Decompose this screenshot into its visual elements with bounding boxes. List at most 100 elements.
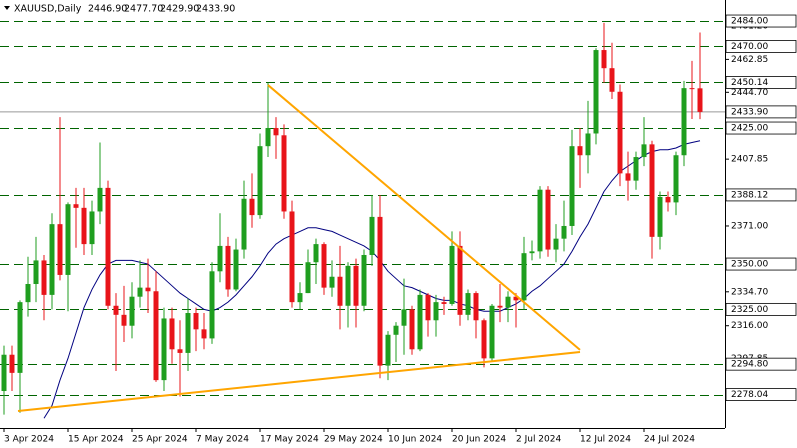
x-tick-label: 10 Jun 2024 <box>388 435 442 445</box>
candle-body <box>641 144 647 158</box>
candle-body <box>577 146 583 156</box>
level-label-box <box>725 121 797 135</box>
candle-body <box>505 296 511 308</box>
candle-body <box>121 314 127 326</box>
candle-body <box>321 244 327 288</box>
level-label: 2350.00 <box>731 260 768 270</box>
candle-body <box>113 305 119 315</box>
candle-body <box>569 146 575 226</box>
candle-body <box>49 224 55 295</box>
candle-body <box>185 313 191 353</box>
candle-body <box>305 262 311 294</box>
x-tick-label: 12 Jul 2024 <box>580 435 631 445</box>
candle-body <box>81 207 87 245</box>
candle-body <box>161 318 167 381</box>
candle-body <box>257 146 263 216</box>
candle-body <box>481 320 487 359</box>
candle-body <box>393 325 399 335</box>
candle-body <box>169 318 175 350</box>
candle-body <box>217 245 223 272</box>
x-tick-label: 24 Jul 2024 <box>644 435 695 445</box>
candle-body <box>497 305 503 308</box>
candle-body <box>289 211 295 303</box>
candle-body <box>265 128 271 147</box>
candle-body <box>601 50 607 69</box>
x-tick-label: 25 Apr 2024 <box>132 435 188 445</box>
candle-body <box>33 260 39 285</box>
level-label: 2484.00 <box>731 17 768 27</box>
level-label-box <box>725 388 797 401</box>
level-label-box <box>725 302 797 316</box>
candle-body <box>665 196 671 203</box>
candle-body <box>609 68 615 92</box>
candle-body <box>89 211 95 245</box>
y-tick-label: 2444.70 <box>731 88 768 98</box>
last-price-box <box>725 105 797 119</box>
candle-body <box>561 225 567 239</box>
candle-body <box>137 287 143 297</box>
menu-arrow[interactable] <box>4 6 10 10</box>
ohlc-low: 2429.90 <box>160 4 199 15</box>
candle-body <box>617 91 623 174</box>
candle-body <box>233 249 239 290</box>
x-tick-label: 29 May 2024 <box>324 435 383 445</box>
candle-body <box>41 260 47 295</box>
candle-body <box>417 294 423 350</box>
candle-body <box>73 204 79 208</box>
symbol-title: XAUUSD,Daily <box>14 4 82 15</box>
x-tick-label: 7 May 2024 <box>196 435 249 445</box>
level-label: 2450.14 <box>731 78 768 88</box>
candle-body <box>537 189 543 252</box>
x-tick-label: 20 Jun 2024 <box>452 435 506 445</box>
candle-body <box>513 296 519 301</box>
candle-body <box>681 88 687 156</box>
candle-body <box>409 309 415 350</box>
candle-body <box>25 284 31 303</box>
y-tick-label: 2371.00 <box>731 221 768 231</box>
candle-body <box>649 144 655 237</box>
candle-body <box>465 293 471 315</box>
candle-body <box>57 224 63 275</box>
candle-body <box>345 265 351 306</box>
level-label: 2325.00 <box>731 305 768 315</box>
y-tick-label: 2316.00 <box>731 321 768 331</box>
candle-body <box>361 254 367 306</box>
candle-body <box>441 302 447 304</box>
candle-body <box>297 293 303 303</box>
candle-body <box>697 88 703 112</box>
candle-body <box>377 216 383 366</box>
candle-body <box>241 198 247 250</box>
y-tick-label: 2407.85 <box>731 155 768 165</box>
candle-body <box>673 155 679 203</box>
candle-body <box>97 187 103 212</box>
candle-body <box>625 173 631 181</box>
level-label: 2388.12 <box>731 190 768 200</box>
x-tick-label: 15 Apr 2024 <box>68 435 124 445</box>
candle-body <box>689 88 695 90</box>
candle-body <box>353 265 359 306</box>
ohlc-open: 2446.90 <box>88 4 127 15</box>
level-label: 2278.04 <box>731 390 768 400</box>
candle-body <box>529 251 535 254</box>
candle-body <box>65 204 71 275</box>
candle-body <box>273 128 279 136</box>
candle-body <box>401 309 407 326</box>
candle-body <box>249 198 255 216</box>
candle-body <box>585 133 591 156</box>
level-label: 2425.00 <box>731 124 768 134</box>
level-label-box <box>725 40 797 53</box>
candle-body <box>473 293 479 321</box>
level-label-box <box>725 14 797 28</box>
level-label-box <box>725 76 797 89</box>
candle-body <box>9 354 15 373</box>
candle-body <box>433 302 439 321</box>
level-label-box <box>725 357 797 371</box>
candle-body <box>281 135 287 212</box>
candle-body <box>369 216 375 255</box>
level-label: 2470.00 <box>731 42 768 52</box>
candle-body <box>449 245 455 304</box>
candle-body <box>177 349 183 353</box>
candle-body <box>521 253 527 301</box>
